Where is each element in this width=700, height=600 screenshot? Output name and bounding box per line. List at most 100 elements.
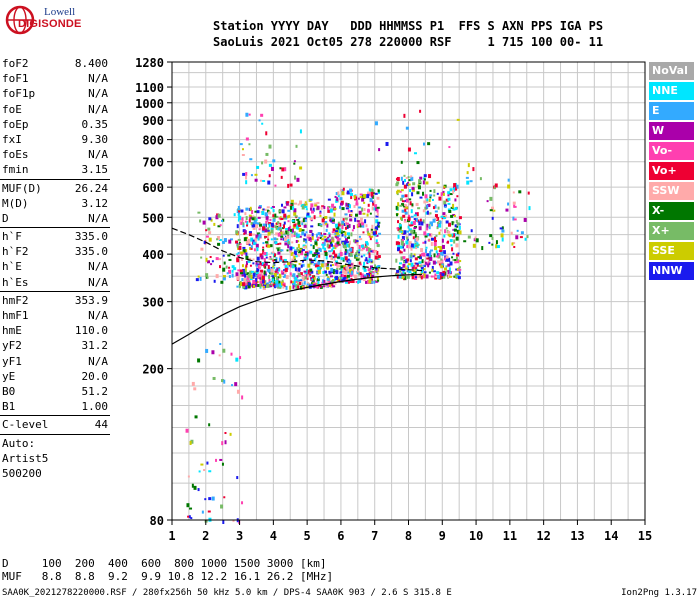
echo-point [513, 245, 516, 248]
echo-point [234, 382, 238, 387]
param-value: N/A [88, 354, 108, 368]
echo-point [310, 210, 314, 214]
echo-point [250, 174, 253, 177]
echo-point [415, 276, 418, 279]
echo-point [372, 200, 375, 204]
echo-point [322, 279, 325, 284]
echo-point [344, 280, 348, 284]
echo-point [285, 228, 289, 231]
echo-point [329, 243, 333, 247]
echo-point [238, 245, 242, 250]
echo-point [235, 240, 239, 244]
echo-point [348, 248, 351, 251]
echo-point [241, 278, 244, 282]
echo-point [341, 274, 344, 278]
echo-point [272, 266, 276, 269]
echo-point [329, 208, 333, 213]
echo-point [336, 256, 340, 259]
echo-point [309, 207, 312, 211]
echo-point [275, 283, 279, 288]
echo-point [296, 250, 299, 253]
echo-point [250, 270, 254, 273]
echo-point [370, 188, 373, 193]
echo-point [440, 258, 443, 261]
echo-point [404, 265, 408, 270]
y-tick-label: 1280 [135, 56, 164, 70]
echo-point [458, 230, 462, 235]
param-name: B0 [2, 384, 16, 398]
echo-point [315, 265, 319, 268]
echo-point [348, 240, 351, 245]
echo-point [248, 232, 252, 237]
echo-point [250, 237, 254, 242]
echo-point [373, 200, 376, 204]
echo-point [303, 246, 307, 249]
echo-point [458, 267, 461, 270]
param-row: B0 51.2 [0, 384, 112, 399]
echo-point [275, 238, 279, 241]
echo-point [247, 273, 251, 278]
echo-point [274, 241, 278, 245]
echo-point [242, 223, 245, 228]
echo-point [280, 270, 283, 274]
param-name: C-level [2, 418, 49, 432]
echo-point [443, 267, 447, 271]
echo-point [240, 251, 244, 254]
echo-point [297, 240, 300, 243]
echo-point [293, 255, 296, 259]
echo-point [415, 267, 418, 271]
echo-point [265, 152, 269, 156]
echo-point [499, 227, 503, 230]
echo-point [334, 195, 337, 198]
echo-point [344, 256, 348, 261]
echo-point [426, 204, 429, 209]
echo-point [454, 207, 458, 211]
echo-point [398, 224, 402, 229]
echo-point [301, 231, 305, 236]
echo-point [446, 269, 449, 272]
echo-point [376, 244, 380, 248]
echo-point [369, 212, 372, 215]
echo-point [453, 228, 457, 232]
echo-point [279, 283, 283, 288]
echo-point [297, 233, 300, 238]
echo-point [304, 253, 308, 256]
echo-point [358, 206, 362, 209]
echo-point [340, 265, 344, 269]
echo-point [339, 205, 342, 209]
echo-point [239, 219, 243, 222]
echo-point [418, 226, 422, 231]
echo-point [447, 257, 451, 262]
echo-point [455, 268, 459, 271]
param-name: h`F2 [2, 245, 29, 259]
echo-point [403, 178, 406, 182]
echo-point [455, 253, 459, 257]
echo-point [442, 212, 446, 216]
echo-point [342, 257, 345, 262]
echo-point [374, 228, 377, 231]
echo-point [427, 233, 430, 237]
echo-point [321, 243, 325, 246]
echo-point [425, 274, 429, 279]
echo-point [256, 283, 260, 287]
echo-point [447, 208, 451, 212]
echo-point [322, 271, 325, 275]
echo-point [442, 275, 446, 279]
echo-point [350, 263, 353, 266]
echo-point [255, 274, 258, 277]
echo-point [222, 277, 226, 281]
echo-point [358, 210, 362, 215]
echo-point [436, 181, 440, 184]
echo-point [362, 265, 365, 270]
echo-point [335, 192, 339, 196]
echo-point [266, 235, 269, 239]
echo-point [267, 238, 270, 241]
echo-point [365, 257, 368, 262]
echo-point [303, 224, 307, 228]
echo-point [375, 267, 378, 271]
echo-point [373, 250, 377, 253]
param-row: yF2 31.2 [0, 338, 112, 353]
echo-point [358, 235, 361, 238]
x-tick-label: 14 [604, 529, 618, 543]
echo-point [423, 271, 427, 274]
